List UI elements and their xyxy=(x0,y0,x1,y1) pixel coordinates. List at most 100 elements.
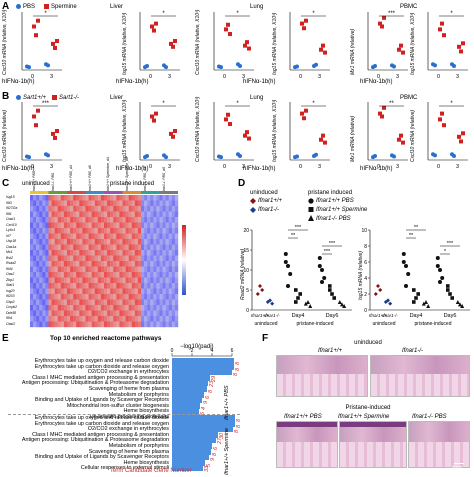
heatmap-cell xyxy=(110,211,114,218)
heatmap-cell xyxy=(73,305,77,311)
heatmap-cell xyxy=(153,200,157,207)
heatmap-cell xyxy=(122,288,126,295)
heatmap-cell xyxy=(165,277,169,284)
d-left-point xyxy=(298,292,302,296)
a-point xyxy=(53,45,57,50)
heatmap-cell xyxy=(128,217,132,223)
heatmap-cell xyxy=(94,261,99,267)
heatmap-cell xyxy=(147,250,151,256)
e-bar xyxy=(172,459,205,466)
heatmap-cell xyxy=(174,288,179,295)
heatmap-cell xyxy=(119,233,123,240)
heatmap-cell xyxy=(165,288,169,295)
e-bar xyxy=(172,454,209,461)
heatmap-cell xyxy=(82,228,86,234)
e-bar xyxy=(172,402,200,409)
heatmap-cell xyxy=(100,239,105,245)
heatmap-cell xyxy=(57,233,62,240)
heatmap-row-label: Ifih1 xyxy=(6,316,13,320)
heatmap-cell xyxy=(54,294,58,300)
b-point xyxy=(226,112,230,117)
heatmap-cell xyxy=(144,244,148,251)
a-point xyxy=(51,41,55,46)
c-header-uninduced: uninduced xyxy=(22,181,50,187)
heatmap-cell xyxy=(174,305,179,311)
heatmap-cell xyxy=(104,244,108,251)
heatmap-cell xyxy=(131,288,136,295)
heatmap-cell xyxy=(97,266,102,273)
heatmap-cell xyxy=(39,266,43,273)
heatmap-cell xyxy=(147,305,151,311)
heatmap-cell xyxy=(131,206,136,212)
heatmap-cell xyxy=(94,299,99,306)
heatmap-column-label: Ifnar1+/+ Spermine_d4 xyxy=(106,157,110,193)
heatmap-cell xyxy=(110,217,114,223)
heatmap-cell xyxy=(51,200,55,207)
heatmap-cell xyxy=(165,294,169,300)
heatmap-cell xyxy=(122,195,126,201)
heatmap-cell xyxy=(48,310,52,317)
b-point xyxy=(378,111,382,116)
f-histology-bottom-2 xyxy=(339,421,407,468)
heatmap-cell xyxy=(165,211,169,218)
heatmap-row-label: Mx1 xyxy=(6,250,13,254)
heatmap-cell xyxy=(113,321,117,328)
heatmap-cell xyxy=(119,200,123,207)
d-right-point xyxy=(450,296,454,300)
heatmap-cell xyxy=(113,233,117,240)
heatmap-cell xyxy=(63,200,68,207)
heatmap-cell xyxy=(110,239,114,245)
d-right-point xyxy=(373,292,378,296)
heatmap-cell xyxy=(159,217,163,223)
a-point xyxy=(34,33,38,38)
heatmap-cell xyxy=(110,299,114,306)
heatmap-cell xyxy=(159,305,163,311)
heatmap-cell xyxy=(94,217,99,223)
heatmap-cell xyxy=(57,200,62,207)
heatmap-cell xyxy=(116,299,120,306)
a-point xyxy=(295,64,299,69)
b-point xyxy=(27,155,31,160)
heatmap-column-label: Ifnar1-/- PBS_d6 xyxy=(161,166,166,193)
e-term-label: Class I MHC mediated antigen processing … xyxy=(32,374,169,381)
heatmap-cell xyxy=(70,277,74,284)
heatmap-cell xyxy=(147,261,151,267)
d-left-ytick-label: 10 xyxy=(243,268,249,274)
e-term-label: Mitochondrial iron-sulfur cluster biogen… xyxy=(66,402,169,409)
heatmap-cell xyxy=(134,250,139,256)
heatmap-cell xyxy=(70,233,74,240)
heatmap-cell xyxy=(51,305,55,311)
heatmap-cell xyxy=(165,200,169,207)
heatmap-cell xyxy=(100,222,105,229)
heatmap-cell xyxy=(104,211,108,218)
heatmap-cell xyxy=(125,239,129,245)
d-right-point xyxy=(438,268,442,272)
heatmap-cell xyxy=(116,288,120,295)
heatmap-cell xyxy=(147,321,151,328)
heatmap-cell xyxy=(156,195,160,201)
d-right-point xyxy=(404,284,408,288)
d-left-point xyxy=(330,292,334,296)
heatmap-cell xyxy=(147,206,151,212)
heatmap-cell xyxy=(153,222,157,229)
heatmap-cell xyxy=(104,288,108,295)
heatmap-cell xyxy=(113,228,117,234)
e-axis-tick-label: 6 xyxy=(231,348,234,354)
heatmap-cell xyxy=(30,316,34,322)
f-histology-bottom-3 xyxy=(408,421,470,468)
heatmap-cell xyxy=(134,283,139,289)
heatmap-cell xyxy=(159,266,163,273)
d-left-point xyxy=(328,284,332,288)
d-left-point xyxy=(322,276,327,280)
heatmap-cell xyxy=(33,206,37,212)
heatmap-cell xyxy=(159,288,163,295)
heatmap-cell xyxy=(82,272,86,278)
heatmap-cell xyxy=(128,294,132,300)
heatmap-cell xyxy=(45,266,49,273)
heatmap-cell xyxy=(110,272,114,278)
heatmap-cell xyxy=(162,277,166,284)
heatmap-cell xyxy=(165,272,169,278)
heatmap-cell xyxy=(104,299,108,306)
heatmap-cell xyxy=(107,222,111,229)
heatmap-cell xyxy=(162,310,166,317)
